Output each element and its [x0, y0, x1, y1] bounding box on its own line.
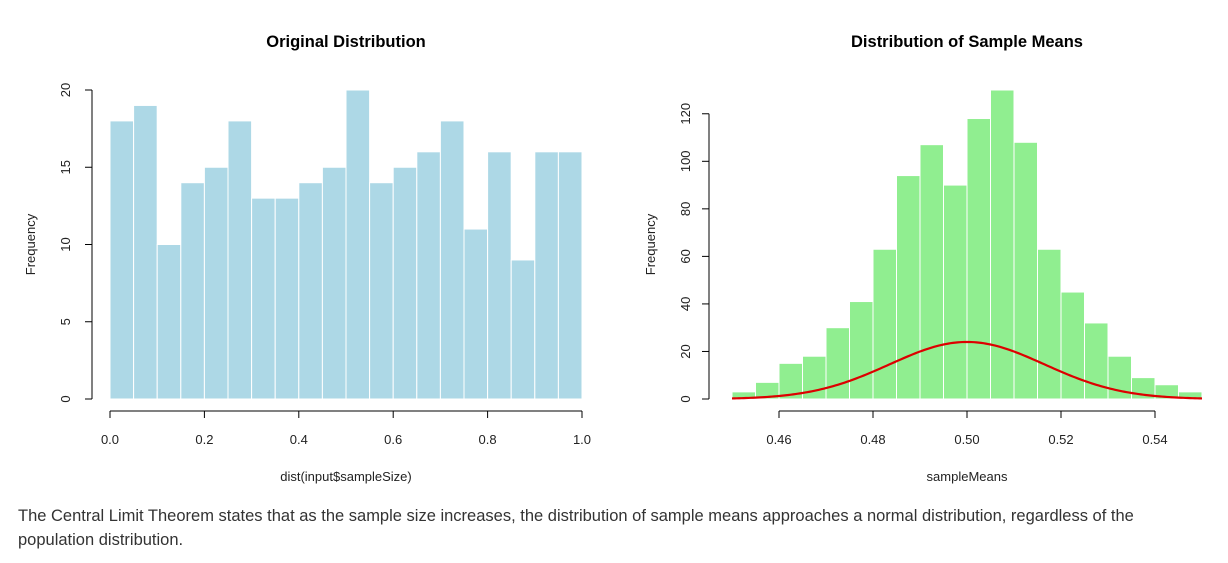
- y-tick-label: 20: [678, 344, 693, 358]
- histogram-bar: [943, 184, 968, 400]
- x-tick-label: 0.8: [479, 432, 497, 447]
- histogram-bar: [1037, 248, 1062, 400]
- x-tick-label: 0.0: [101, 432, 119, 447]
- histogram-bar: [534, 151, 559, 400]
- chart-title: Original Distribution: [266, 33, 426, 51]
- x-tick-label: 0.6: [384, 432, 402, 447]
- x-tick-label: 0.54: [1142, 432, 1167, 447]
- y-tick-label: 10: [58, 237, 73, 251]
- histogram-bar: [463, 228, 489, 400]
- y-axis-label: Frequency: [643, 213, 658, 275]
- x-axis-label: dist(input$sampleSize): [280, 469, 412, 484]
- histogram-bar: [990, 89, 1015, 400]
- y-tick-label: 20: [58, 83, 73, 97]
- x-tick-label: 0.2: [195, 432, 213, 447]
- histogram-bar: [156, 244, 182, 400]
- histogram-bar: [557, 151, 583, 400]
- histogram-bar: [251, 197, 276, 400]
- histogram-bar: [180, 182, 205, 400]
- histogram-bar: [919, 144, 944, 400]
- histogram-bar: [392, 166, 418, 400]
- x-tick-label: 0.52: [1048, 432, 1073, 447]
- y-tick-label: 15: [58, 160, 73, 174]
- histogram-bar: [825, 327, 850, 400]
- histogram-bar: [369, 182, 394, 400]
- x-tick-label: 0.48: [860, 432, 885, 447]
- normal-curve: [731, 340, 1203, 400]
- histogram-bar: [298, 182, 323, 400]
- histogram-bar: [966, 118, 991, 400]
- chart-1: 0.0 0.2 0.4 0.6 0.8 1.0 0 5 10 15 20 Original Distr…: [23, 33, 591, 484]
- histogram-bar: [849, 301, 874, 400]
- histogram-bar: [1060, 291, 1085, 400]
- histogram-bar: [896, 175, 921, 400]
- chart-title: Distribution of Sample Means: [851, 33, 1083, 51]
- y-tick-label: 60: [678, 249, 693, 263]
- histogram-bar: [345, 89, 371, 400]
- histogram-bar: [439, 120, 465, 400]
- y-axis-label: Frequency: [23, 213, 38, 275]
- charts-area: 0.0 0.2 0.4 0.6 0.8 1.0 0 5 10 15 20 Original Distr…: [23, 33, 1203, 484]
- clt-caption: The Central Limit Theorem states that as…: [18, 507, 1134, 549]
- x-tick-label: 1.0: [573, 432, 591, 447]
- y-tick-label: 120: [678, 103, 693, 125]
- x-tick-label: 0.50: [954, 432, 979, 447]
- histogram-bar: [872, 248, 897, 400]
- histogram-bar: [510, 259, 536, 400]
- histogram-bar: [109, 120, 135, 400]
- histogram-bar: [487, 151, 512, 400]
- histogram-bar: [274, 197, 300, 400]
- histogram-bar: [321, 166, 347, 400]
- y-tick-label: 0: [58, 395, 73, 402]
- y-tick-label: 5: [58, 318, 73, 325]
- y-tick-label: 40: [678, 297, 693, 311]
- histogram-bar: [133, 104, 158, 400]
- histogram-bar: [203, 166, 229, 400]
- histogram-bar: [227, 120, 253, 400]
- y-tick-label: 0: [678, 395, 693, 402]
- x-tick-label: 0.46: [766, 432, 791, 447]
- x-axis-label: sampleMeans: [927, 469, 1008, 484]
- y-tick-label: 100: [678, 150, 693, 172]
- x-tick-label: 0.4: [290, 432, 308, 447]
- y-tick-label: 80: [678, 202, 693, 216]
- chart-2: 0.46 0.48 0.50 0.52 0.54 0 20 40 60 80 100 120 Distr…: [643, 33, 1203, 484]
- histogram-bar: [416, 151, 441, 400]
